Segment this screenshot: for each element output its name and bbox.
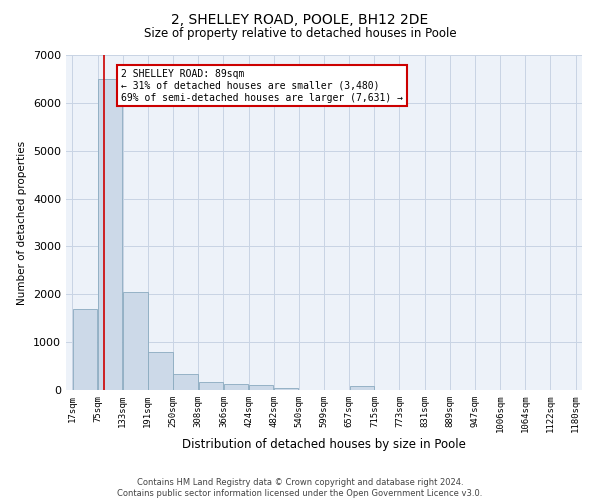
Bar [98,79,122,390]
Text: 2 SHELLEY ROAD: 89sqm
← 31% of detached houses are smaller (3,480)
69% of semi-d: 2 SHELLEY ROAD: 89sqm ← 31% of detached … [121,70,403,102]
Bar [148,352,173,390]
Bar [249,386,274,390]
Bar [173,374,198,390]
Y-axis label: Number of detached properties: Number of detached properties [17,140,28,304]
Bar [73,308,97,390]
Bar [199,382,223,390]
Text: 2, SHELLEY ROAD, POOLE, BH12 2DE: 2, SHELLEY ROAD, POOLE, BH12 2DE [172,12,428,26]
X-axis label: Distribution of detached houses by size in Poole: Distribution of detached houses by size … [182,438,466,451]
Bar [274,388,298,390]
Text: Contains HM Land Registry data © Crown copyright and database right 2024.
Contai: Contains HM Land Registry data © Crown c… [118,478,482,498]
Text: Size of property relative to detached houses in Poole: Size of property relative to detached ho… [143,28,457,40]
Bar [224,384,248,390]
Bar [350,386,374,390]
Bar [123,292,148,390]
